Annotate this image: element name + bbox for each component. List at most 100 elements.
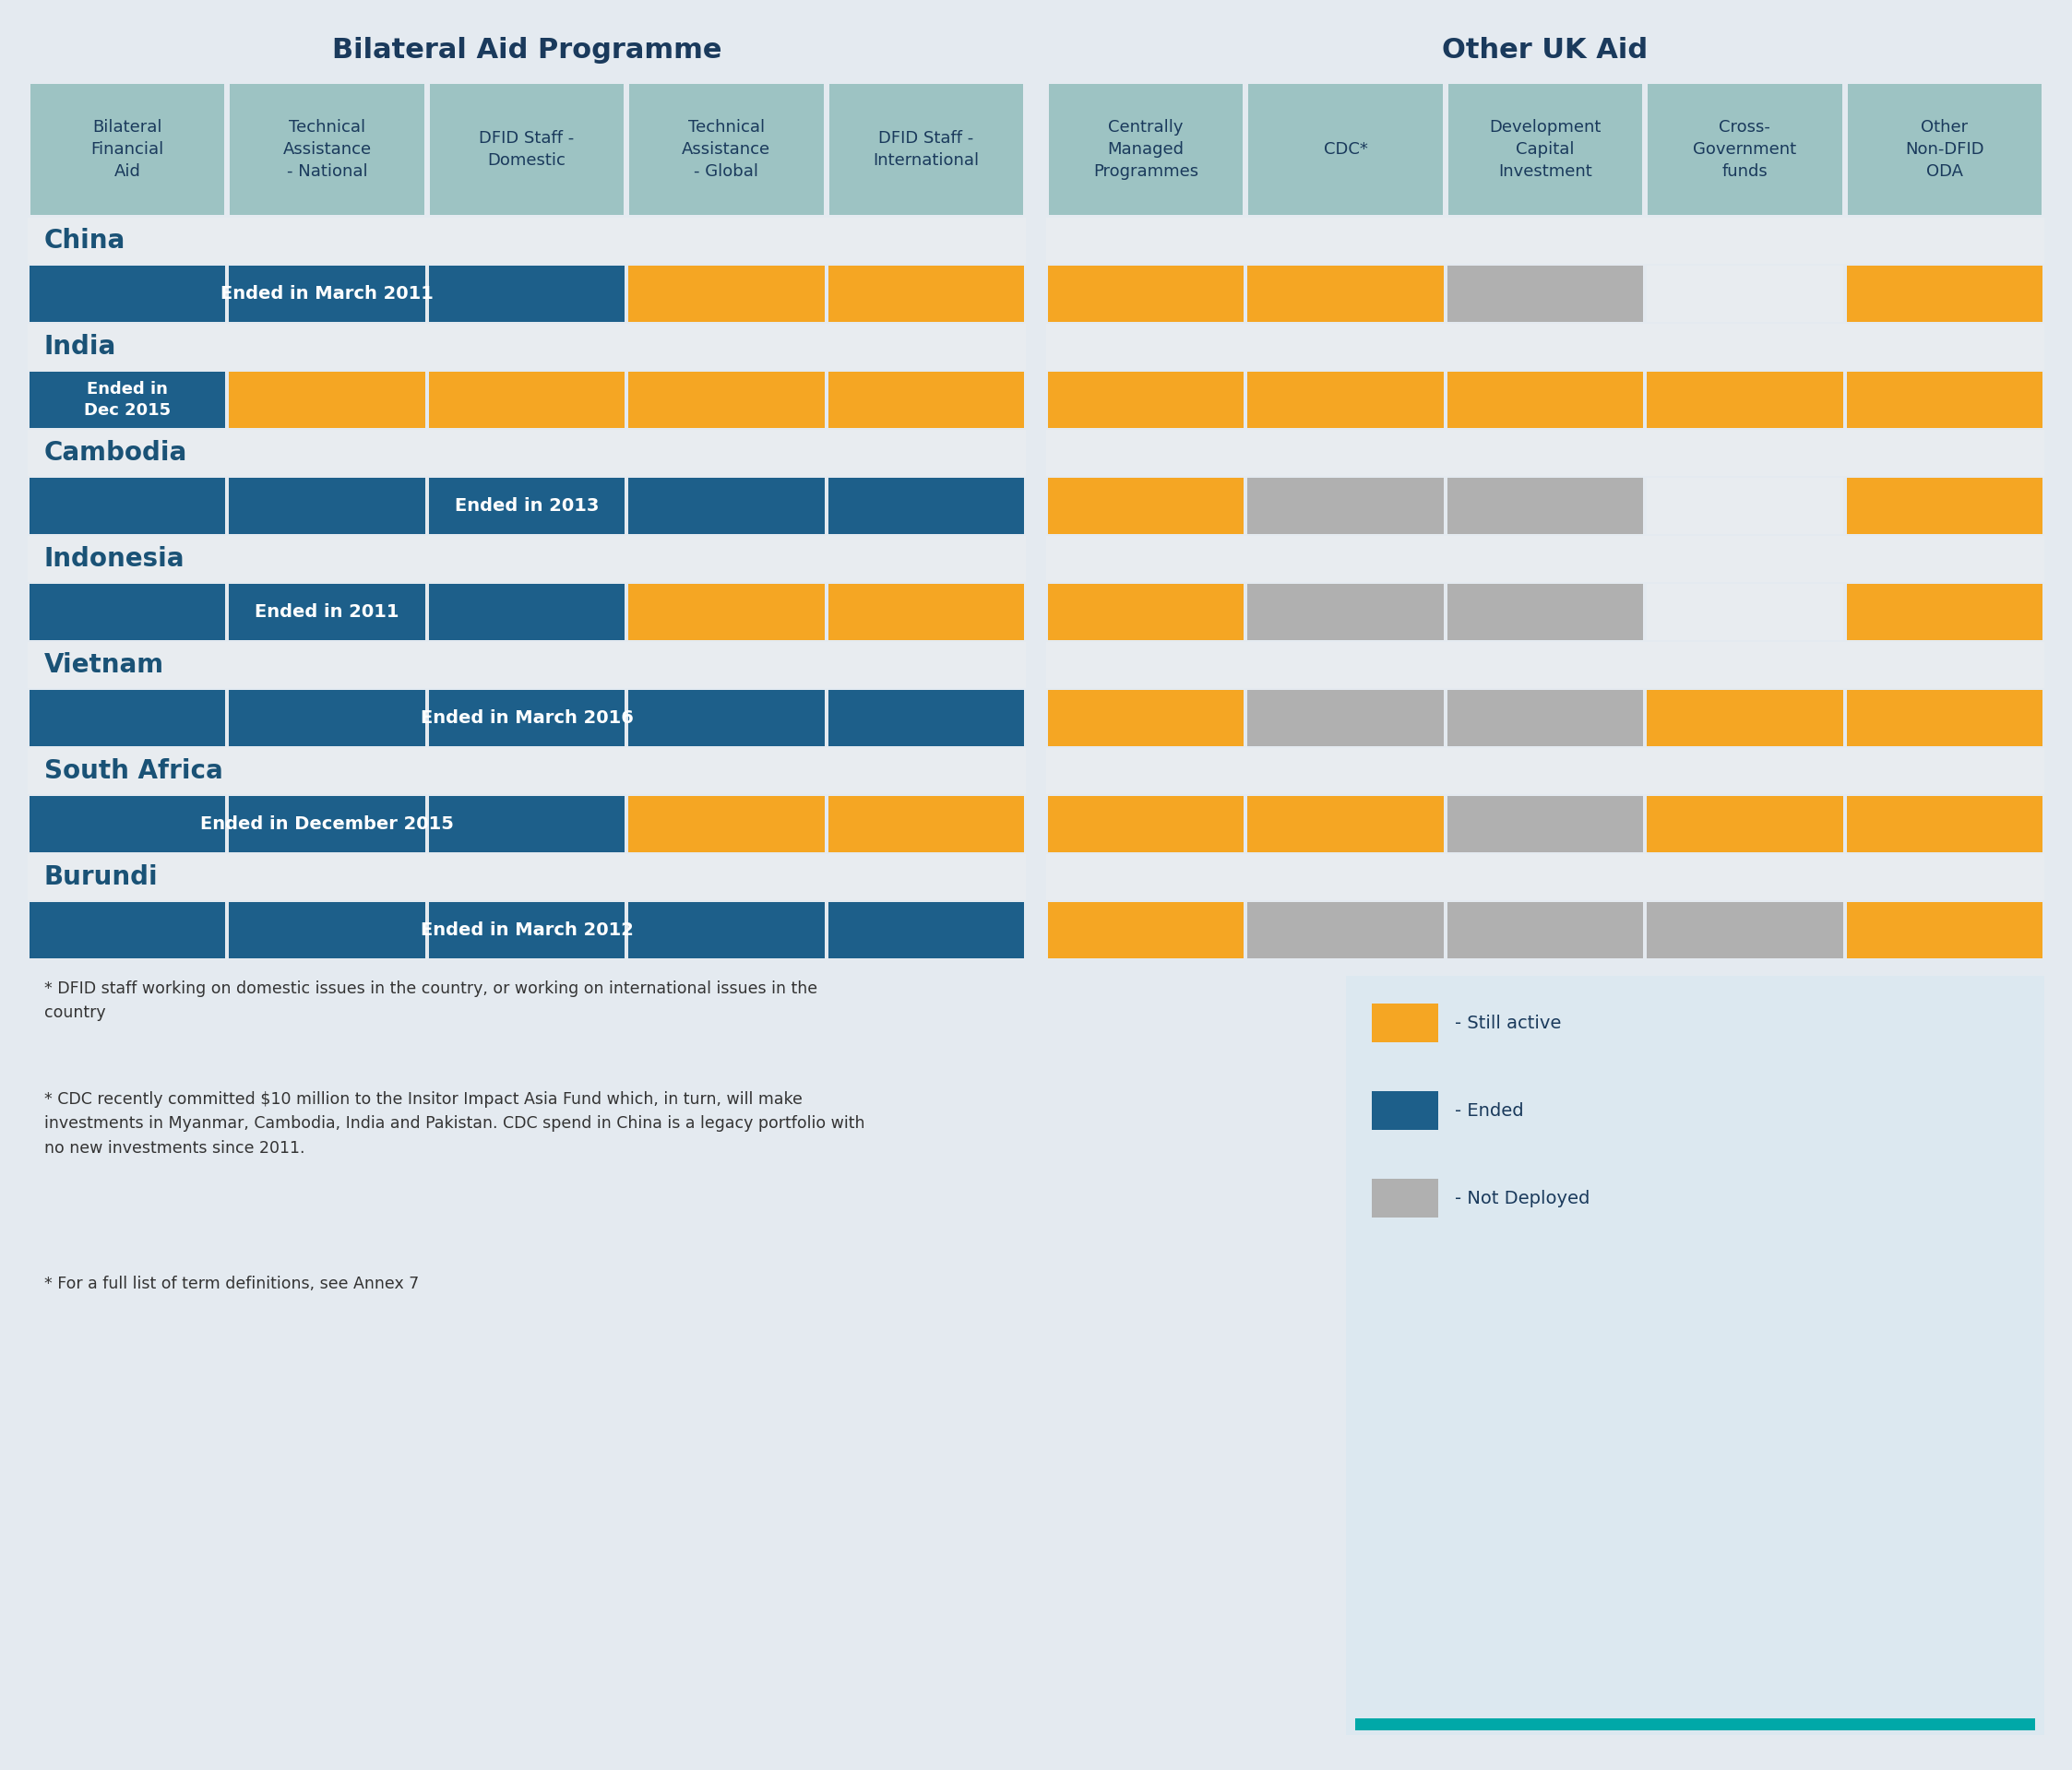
Text: Other
Non-DFID
ODA: Other Non-DFID ODA: [1904, 119, 1985, 179]
Bar: [829, 83, 1024, 214]
Bar: [1647, 903, 1842, 958]
Text: Burundi: Burundi: [44, 864, 157, 890]
Bar: [230, 903, 425, 958]
Bar: [1846, 478, 2043, 535]
Bar: [1846, 903, 2043, 958]
Bar: [27, 643, 1026, 689]
Bar: [27, 536, 1026, 582]
Bar: [230, 83, 425, 214]
Bar: [829, 372, 1024, 428]
Bar: [1048, 796, 1243, 853]
Text: Other UK Aid: Other UK Aid: [1442, 37, 1647, 64]
Bar: [230, 584, 425, 641]
Bar: [1647, 372, 1842, 428]
Bar: [1448, 83, 1643, 214]
Text: India: India: [44, 335, 116, 359]
Bar: [630, 83, 823, 214]
Bar: [1046, 643, 2045, 689]
Bar: [1249, 83, 1442, 214]
Bar: [628, 690, 825, 747]
Bar: [429, 690, 626, 747]
Text: Ended in March 2016: Ended in March 2016: [421, 710, 634, 727]
Bar: [1372, 1090, 1438, 1129]
Bar: [1846, 265, 2043, 322]
Bar: [27, 218, 1026, 264]
Bar: [1846, 796, 2043, 853]
Bar: [1372, 1004, 1438, 1043]
Bar: [628, 584, 825, 641]
Bar: [1247, 903, 1444, 958]
Text: Ended in March 2012: Ended in March 2012: [421, 922, 634, 938]
Bar: [29, 372, 226, 428]
Bar: [1046, 430, 2045, 476]
Bar: [1048, 83, 1243, 214]
Text: Technical
Assistance
- National: Technical Assistance - National: [282, 119, 371, 179]
Bar: [829, 265, 1024, 322]
Bar: [1846, 690, 2043, 747]
Text: Development
Capital
Investment: Development Capital Investment: [1490, 119, 1602, 179]
Bar: [829, 796, 1024, 853]
Text: - Not Deployed: - Not Deployed: [1455, 1189, 1589, 1207]
Bar: [31, 83, 224, 214]
Bar: [1046, 18, 2045, 81]
Bar: [1046, 749, 2045, 795]
Text: Vietnam: Vietnam: [44, 651, 164, 678]
Bar: [1247, 372, 1444, 428]
Bar: [1048, 903, 1243, 958]
Bar: [1048, 265, 1243, 322]
Text: Bilateral
Financial
Aid: Bilateral Financial Aid: [91, 119, 164, 179]
Bar: [1446, 478, 1643, 535]
Bar: [1247, 584, 1444, 641]
Text: Bilateral Aid Programme: Bilateral Aid Programme: [332, 37, 721, 64]
Bar: [27, 430, 1026, 476]
Bar: [1355, 1719, 2035, 1731]
Bar: [829, 903, 1024, 958]
Bar: [429, 478, 626, 535]
Bar: [1647, 584, 1842, 641]
Text: - Still active: - Still active: [1455, 1014, 1560, 1032]
Bar: [27, 749, 1026, 795]
Bar: [1372, 1179, 1438, 1218]
Bar: [230, 372, 425, 428]
Bar: [1048, 478, 1243, 535]
Bar: [829, 478, 1024, 535]
Bar: [429, 83, 624, 214]
Bar: [429, 584, 626, 641]
Text: Cross-
Government
funds: Cross- Government funds: [1693, 119, 1796, 179]
Bar: [1647, 796, 1842, 853]
Bar: [1647, 690, 1842, 747]
Bar: [1048, 372, 1243, 428]
Bar: [628, 903, 825, 958]
Bar: [1647, 83, 1842, 214]
Text: DFID Staff -
Domestic: DFID Staff - Domestic: [479, 131, 574, 168]
Bar: [1247, 796, 1444, 853]
Bar: [1446, 372, 1643, 428]
Bar: [1247, 478, 1444, 535]
Bar: [628, 265, 825, 322]
Bar: [628, 372, 825, 428]
Bar: [429, 372, 626, 428]
Text: Ended in 2011: Ended in 2011: [255, 604, 400, 621]
Bar: [429, 265, 626, 322]
Text: CDC*: CDC*: [1324, 142, 1368, 158]
Bar: [1647, 265, 1842, 322]
Bar: [429, 903, 626, 958]
Bar: [628, 478, 825, 535]
Bar: [29, 796, 226, 853]
Text: DFID Staff -
International: DFID Staff - International: [872, 131, 980, 168]
Bar: [1046, 218, 2045, 264]
Bar: [29, 903, 226, 958]
Text: China: China: [44, 228, 126, 253]
Bar: [628, 796, 825, 853]
Bar: [29, 478, 226, 535]
Bar: [230, 478, 425, 535]
Bar: [230, 796, 425, 853]
Bar: [27, 324, 1026, 370]
Text: Ended in March 2011: Ended in March 2011: [220, 285, 433, 303]
Bar: [29, 690, 226, 747]
Bar: [1846, 584, 2043, 641]
Text: South Africa: South Africa: [44, 758, 224, 784]
Bar: [1446, 584, 1643, 641]
Bar: [230, 690, 425, 747]
Text: Indonesia: Indonesia: [44, 545, 184, 572]
